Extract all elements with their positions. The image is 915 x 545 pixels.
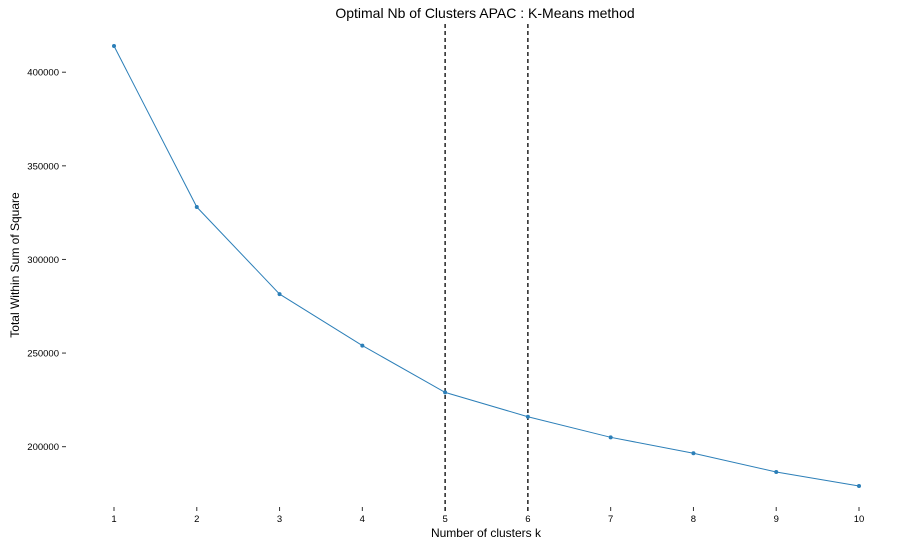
x-axis-label: Number of clusters k — [431, 526, 542, 540]
data-point — [194, 205, 199, 210]
data-point — [857, 484, 861, 488]
x-tick-label: 2 — [194, 514, 199, 525]
data-point — [774, 469, 779, 474]
x-tick-label: 3 — [277, 514, 282, 525]
data-point — [277, 292, 282, 297]
data-point — [608, 435, 613, 440]
reference-lines — [444, 24, 529, 512]
x-axis: 1 2 3 4 5 6 7 8 9 10 — [111, 507, 864, 525]
chart-title: Optimal Nb of Clusters APAC : K-Means me… — [335, 5, 634, 21]
y-tick-label: 350000 — [27, 161, 59, 172]
data-point — [112, 44, 116, 48]
y-axis-label: Total Within Sum of Square — [8, 192, 22, 338]
y-tick-label: 400000 — [27, 68, 59, 79]
data-point — [691, 451, 696, 456]
x-tick-label: 9 — [774, 514, 779, 525]
x-tick-label: 5 — [442, 514, 447, 525]
y-tick-label: 250000 — [27, 349, 59, 360]
data-point — [443, 390, 448, 395]
x-tick-label: 8 — [691, 514, 696, 525]
y-tick-label: 300000 — [27, 255, 59, 266]
y-tick-label: 200000 — [27, 442, 59, 453]
x-tick-label: 10 — [854, 514, 865, 525]
x-tick-label: 7 — [608, 514, 613, 525]
x-tick-label: 6 — [525, 514, 530, 525]
series-line — [113, 45, 860, 487]
x-tick-label: 1 — [111, 514, 116, 525]
y-axis: 200000 250000 300000 350000 400000 — [27, 68, 66, 453]
data-point — [525, 414, 530, 419]
plot-area — [112, 44, 861, 488]
x-tick-label: 4 — [360, 514, 365, 525]
data-point — [360, 343, 365, 348]
